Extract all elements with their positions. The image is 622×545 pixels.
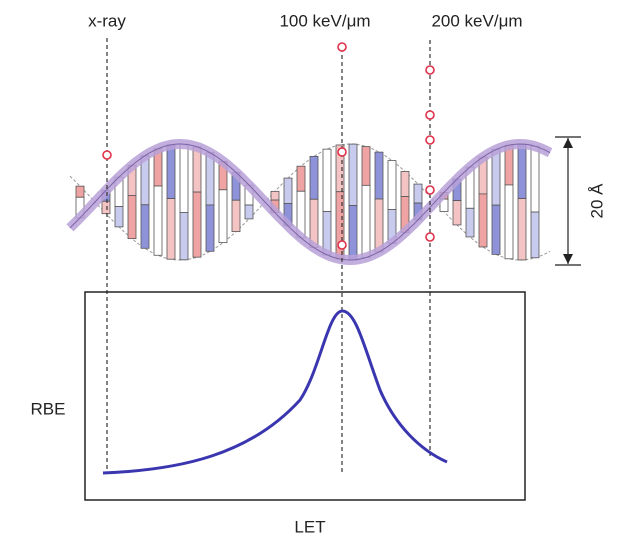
base xyxy=(270,190,280,201)
base xyxy=(517,198,527,261)
base xyxy=(348,205,358,261)
base xyxy=(114,206,124,228)
base xyxy=(361,146,371,186)
base xyxy=(231,199,241,233)
base xyxy=(374,198,384,253)
base xyxy=(192,146,202,193)
track-label: 100 keV/μm xyxy=(279,11,370,30)
base xyxy=(387,160,397,210)
event xyxy=(337,42,347,52)
base xyxy=(504,144,514,186)
base xyxy=(179,212,189,261)
scale-label: 20 Å xyxy=(587,183,606,219)
base xyxy=(309,155,319,200)
base xyxy=(348,143,358,206)
track-label: x-ray xyxy=(88,11,126,30)
base xyxy=(361,184,371,258)
back-strand xyxy=(69,143,551,261)
base xyxy=(530,145,540,213)
base xyxy=(322,148,332,212)
event xyxy=(102,150,112,160)
base xyxy=(400,171,410,197)
event xyxy=(425,135,435,145)
ionization-events xyxy=(102,42,435,250)
base xyxy=(517,143,527,199)
base xyxy=(205,204,215,252)
plot-frame xyxy=(84,291,526,501)
base xyxy=(153,185,163,256)
base xyxy=(192,191,202,258)
base xyxy=(296,165,306,192)
front-strand-edge xyxy=(69,143,551,261)
base xyxy=(205,152,215,206)
base xyxy=(140,204,150,249)
base xyxy=(218,189,228,244)
base xyxy=(166,198,176,260)
base xyxy=(127,195,137,240)
event xyxy=(425,232,435,242)
event xyxy=(425,185,435,195)
y-axis-label: RBE xyxy=(31,399,66,418)
base xyxy=(166,144,176,199)
base xyxy=(491,149,501,206)
base xyxy=(244,204,254,220)
track-label: 200 keV/μm xyxy=(431,11,522,30)
base xyxy=(179,143,189,213)
event xyxy=(425,65,435,75)
base xyxy=(75,185,85,198)
base xyxy=(465,207,475,238)
base xyxy=(374,151,384,200)
event xyxy=(337,240,347,250)
x-axis-label: LET xyxy=(294,517,325,536)
base xyxy=(283,177,293,204)
base xyxy=(101,200,111,215)
base xyxy=(504,184,514,260)
rbe-curve xyxy=(102,309,448,475)
dna-helix xyxy=(66,138,553,265)
base xyxy=(452,200,462,226)
base xyxy=(413,183,423,204)
event xyxy=(425,110,435,120)
base xyxy=(530,211,540,259)
event xyxy=(337,147,347,157)
base xyxy=(491,204,501,255)
base xyxy=(478,193,488,248)
